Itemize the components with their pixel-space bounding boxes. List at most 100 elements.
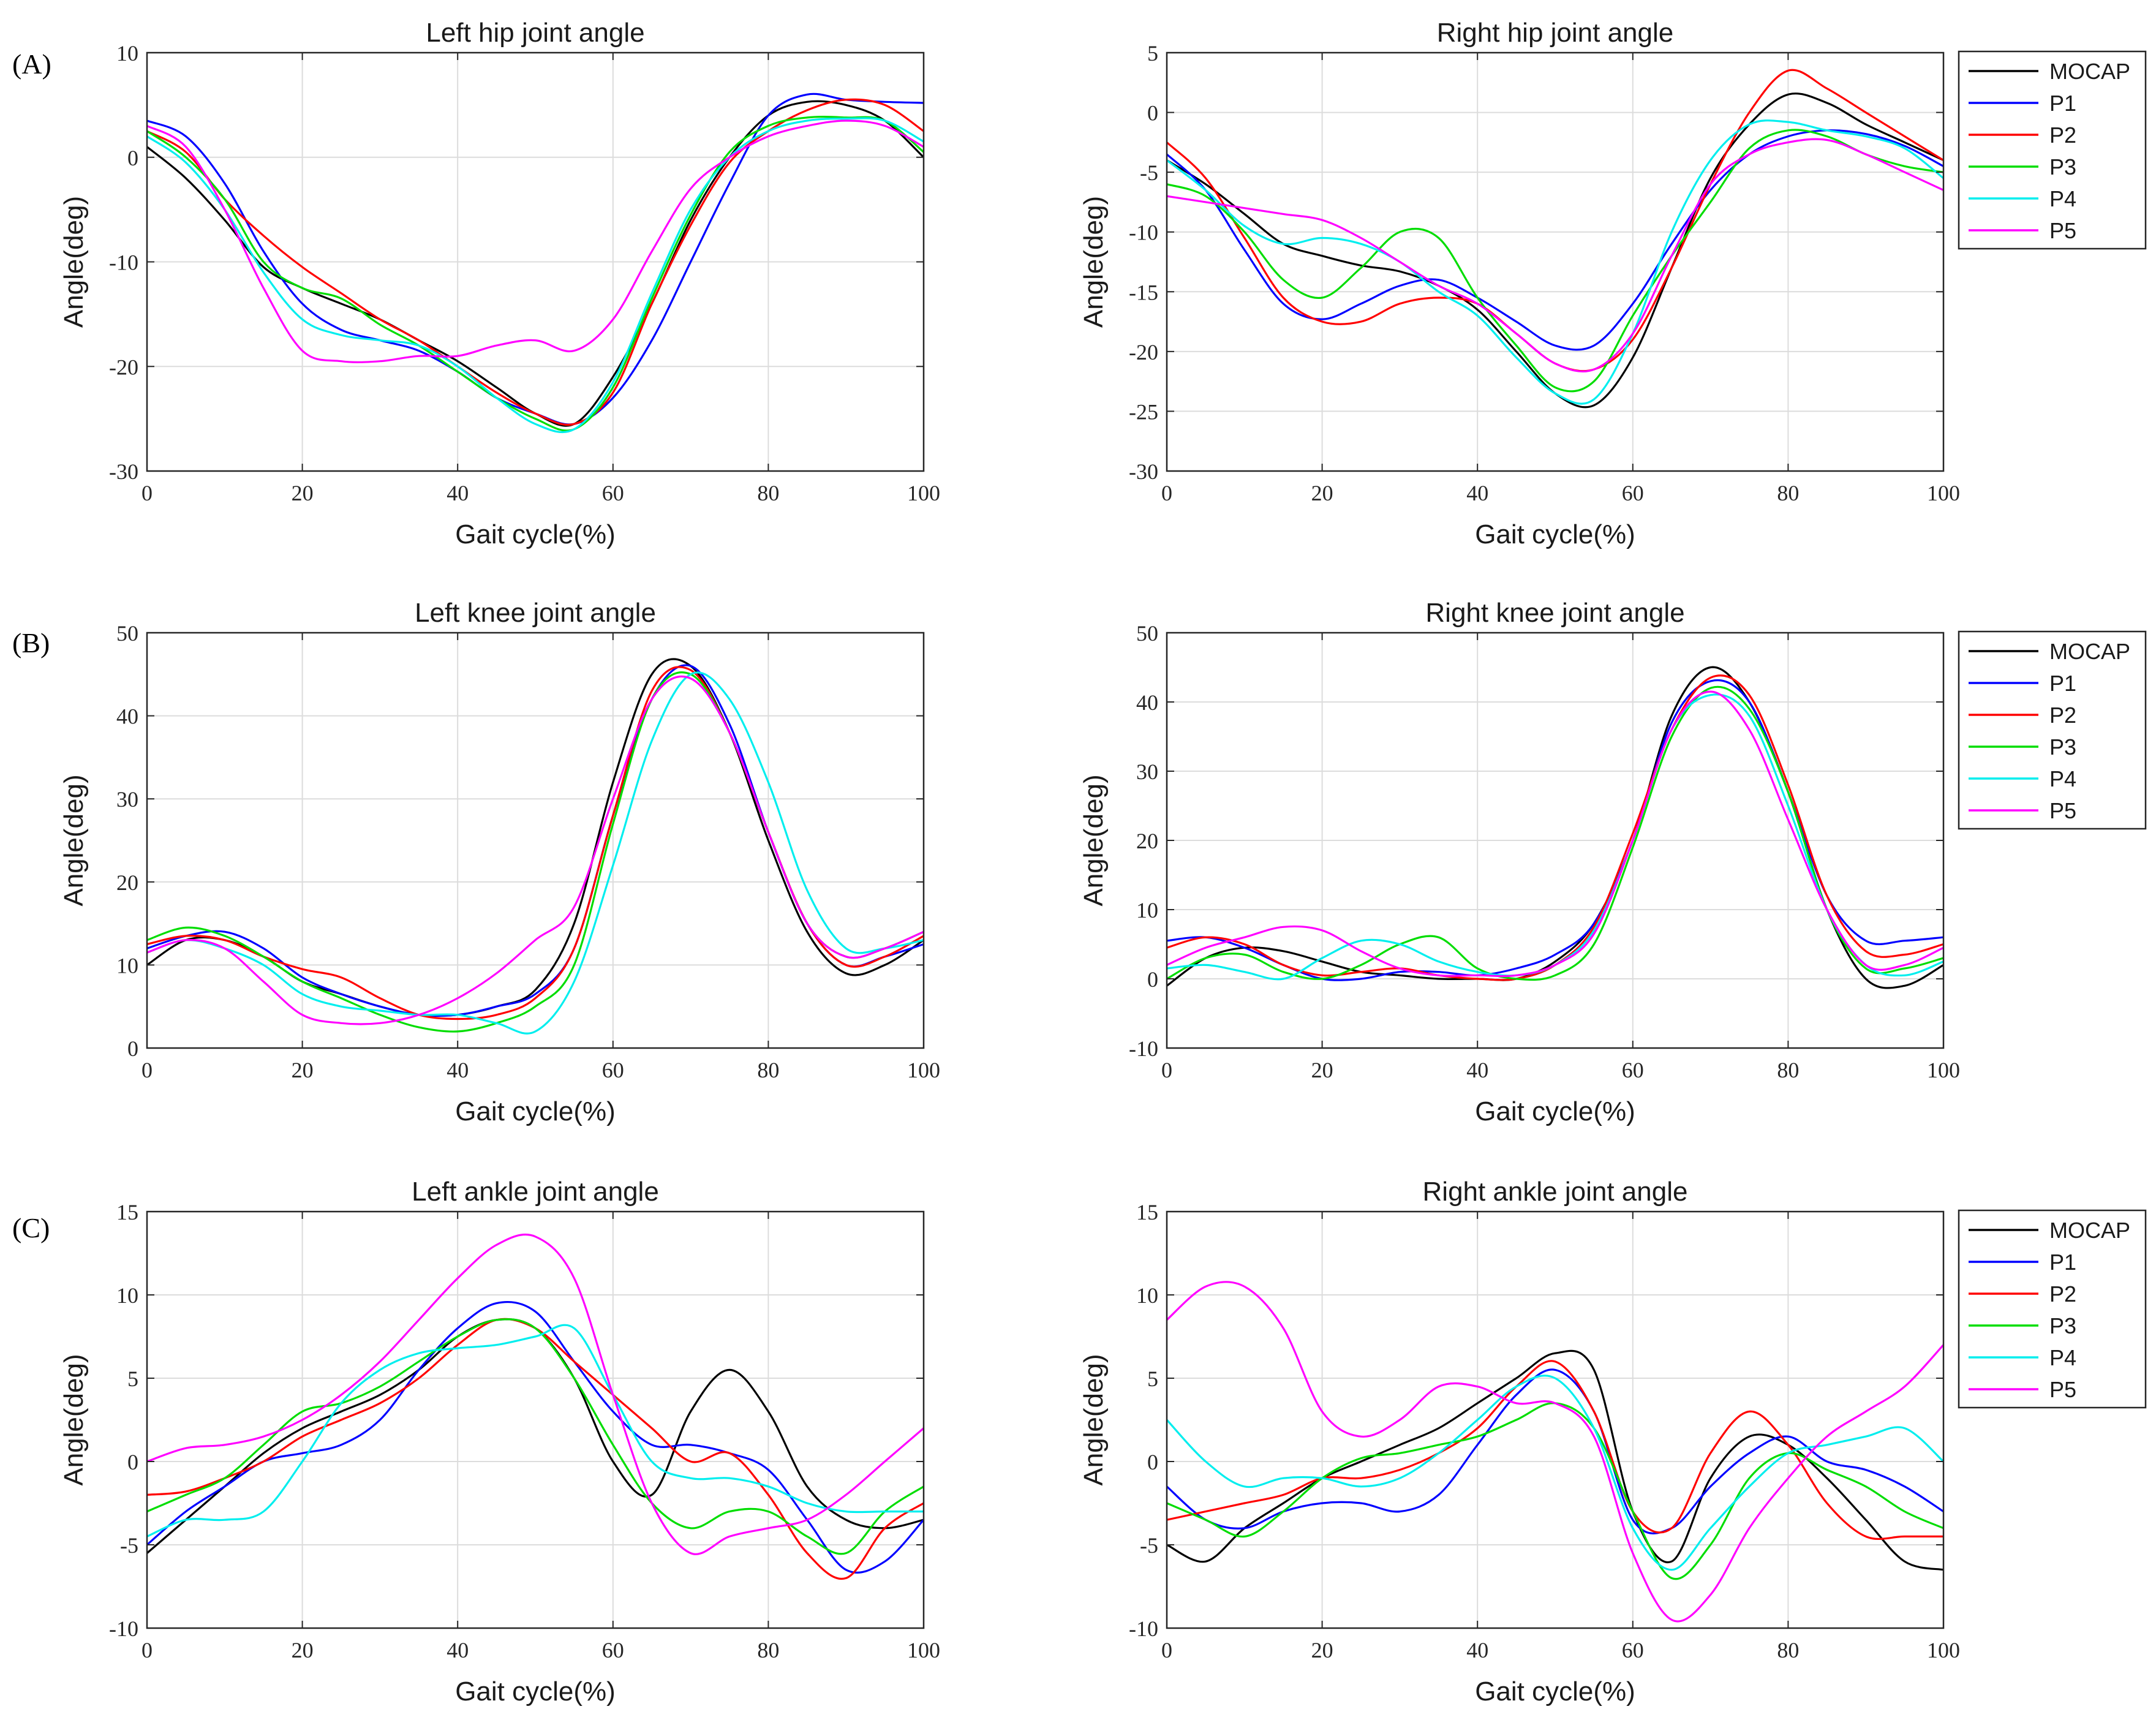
- y-tick-label: -10: [109, 251, 138, 275]
- y-tick-label: 5: [127, 1367, 138, 1391]
- plot-frame: [1166, 1210, 1945, 1629]
- y-tick-label: 10: [116, 41, 138, 66]
- legend-label-mocap: MOCAP: [2049, 59, 2130, 84]
- x-tick-label: 80: [757, 1058, 779, 1082]
- y-tick-label: -10: [1129, 1616, 1158, 1641]
- series-line-p2: [1167, 1360, 1943, 1541]
- plot-area: [1167, 1212, 1943, 1628]
- legend: MOCAP P1 P2 P3 P4 P5: [1958, 1209, 2147, 1409]
- legend: MOCAP P1 P2 P3 P4 P5: [1958, 50, 2147, 250]
- x-tick-label: 100: [1927, 481, 1960, 505]
- y-tick-label: -10: [1129, 221, 1158, 245]
- x-tick-label: 100: [907, 1638, 940, 1662]
- series-line-p1: [1167, 1368, 1943, 1534]
- x-tick-label: 60: [1622, 1638, 1644, 1662]
- chart-title: Right hip joint angle: [1437, 18, 1673, 48]
- legend-box: [1958, 50, 2147, 250]
- y-tick-label: 0: [127, 1450, 138, 1474]
- legend-box: [1958, 1209, 2147, 1409]
- series-line-p4: [147, 117, 924, 434]
- y-tick-label: -5: [1140, 1533, 1158, 1558]
- legend-label-mocap: MOCAP: [2049, 1218, 2130, 1243]
- x-tick-label: 0: [141, 481, 153, 505]
- x-tick-label: 40: [1466, 1638, 1488, 1662]
- legend-label-p3: P3: [2049, 154, 2076, 179]
- legend-label-p1: P1: [2049, 1250, 2076, 1275]
- y-tick-label: 40: [116, 704, 138, 729]
- panel-label-b: (B): [12, 627, 50, 658]
- series-line-p5: [147, 119, 924, 363]
- y-tick-label: 30: [1136, 760, 1158, 784]
- series-group: [147, 658, 924, 1035]
- series-line-mocap: [1167, 1349, 1943, 1571]
- y-axis-label: Angle(deg): [1079, 1354, 1109, 1485]
- series-line-p1: [1167, 679, 1943, 981]
- y-tick-label: -25: [1129, 399, 1158, 424]
- y-tick-label: -5: [120, 1533, 138, 1558]
- y-tick-label: -15: [1129, 280, 1158, 304]
- x-tick-label: 0: [1161, 481, 1172, 505]
- x-axis-label: Gait cycle(%): [455, 519, 616, 549]
- series-group: [147, 1233, 924, 1580]
- x-tick-label: 20: [292, 1058, 314, 1082]
- series-line-p4: [147, 671, 924, 1035]
- y-tick-label: 10: [116, 953, 138, 978]
- y-tick-label: -30: [1129, 459, 1158, 484]
- series-line-p4: [147, 1324, 924, 1537]
- chart-5: 0 20 40 60 80 100 -10 -5 0 5 10 15 Left ankle joint …: [59, 1177, 940, 1707]
- series-line-p1: [147, 1300, 924, 1574]
- x-tick-label: 20: [292, 481, 314, 505]
- plot-frame: [146, 632, 925, 1049]
- chart-3: 0 20 40 60 80 100 0 10 20 30 40 50 Left knee joint a…: [59, 598, 940, 1126]
- x-tick-label: 20: [1311, 1058, 1333, 1082]
- series-line-p5: [1167, 138, 1943, 372]
- y-tick-label: 0: [127, 1036, 138, 1061]
- x-tick-label: 80: [1777, 481, 1799, 505]
- series-line-p5: [147, 1233, 924, 1555]
- chart-title: Right knee joint angle: [1425, 598, 1684, 628]
- y-tick-label: 5: [1147, 41, 1158, 66]
- series-line-p3: [147, 116, 924, 432]
- x-tick-label: 100: [1927, 1058, 1960, 1082]
- legend-label-p2: P2: [2049, 123, 2076, 148]
- x-tick-label: 20: [1311, 1638, 1333, 1662]
- y-tick-label: 15: [1136, 1200, 1158, 1224]
- panel-label-a: (A): [12, 48, 51, 80]
- x-tick-label: 100: [907, 481, 940, 505]
- y-tick-label: -10: [109, 1616, 138, 1641]
- chart-title: Right ankle joint angle: [1423, 1177, 1688, 1207]
- plot-frame: [1166, 51, 1945, 472]
- legend-label-p3: P3: [2049, 1313, 2076, 1338]
- plot-area: [147, 1212, 924, 1628]
- series-line-p4: [1167, 1375, 1943, 1571]
- series-group: [1167, 69, 1943, 409]
- legend-label-p2: P2: [2049, 703, 2076, 728]
- y-tick-label: 15: [116, 1200, 138, 1224]
- x-axis-label: Gait cycle(%): [1475, 1096, 1635, 1126]
- chart-title: Left ankle joint angle: [412, 1177, 659, 1207]
- x-tick-label: 100: [1927, 1638, 1960, 1662]
- legend-label-p2: P2: [2049, 1281, 2076, 1307]
- x-tick-label: 60: [602, 1638, 624, 1662]
- legend-label-p5: P5: [2049, 218, 2076, 243]
- y-tick-label: 0: [1147, 1450, 1158, 1474]
- series-line-p2: [1167, 674, 1943, 981]
- x-tick-label: 40: [447, 1058, 469, 1082]
- y-tick-label: 0: [1147, 101, 1158, 126]
- x-tick-label: 60: [602, 481, 624, 505]
- x-tick-label: 80: [757, 481, 779, 505]
- y-tick-label: -5: [1140, 160, 1158, 185]
- y-tick-label: -20: [109, 355, 138, 379]
- x-tick-label: 20: [1311, 481, 1333, 505]
- chart-title: Left knee joint angle: [415, 598, 656, 628]
- series-line-p5: [147, 675, 924, 1025]
- series-line-mocap: [1167, 92, 1943, 409]
- chart-6: 0 20 40 60 80 100 -10 -5 0 5 10 15 Right ankle joint…: [1079, 1177, 2147, 1707]
- x-tick-label: 40: [1466, 1058, 1488, 1082]
- x-tick-label: 40: [447, 1638, 469, 1662]
- x-tick-label: 80: [1777, 1058, 1799, 1082]
- y-axis-label: Angle(deg): [1079, 774, 1109, 906]
- series-line-p4: [1167, 693, 1943, 981]
- y-tick-label: 10: [1136, 1283, 1158, 1308]
- x-tick-label: 80: [1777, 1638, 1799, 1662]
